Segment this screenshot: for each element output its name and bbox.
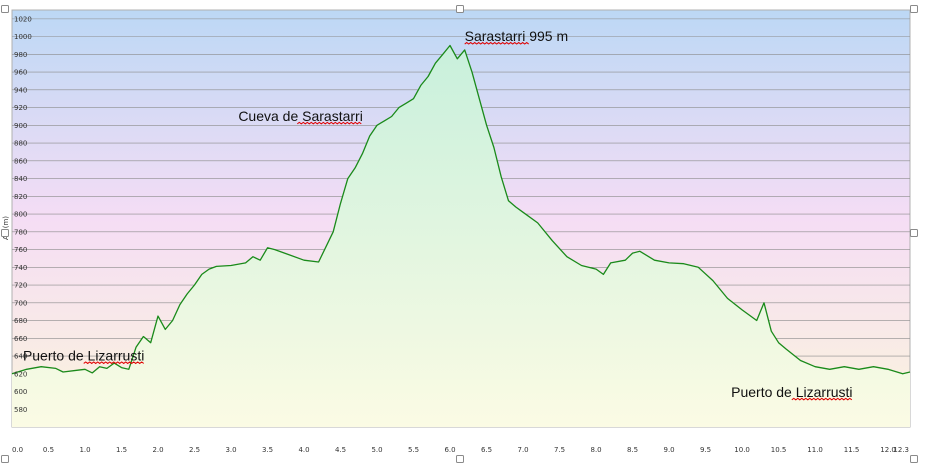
y-tick-label: 960 <box>14 69 27 77</box>
x-tick-label: 7.0 <box>517 446 528 454</box>
spellcheck-underline <box>297 121 362 125</box>
x-tick-label: 10.0 <box>734 446 750 454</box>
y-tick-labels: 580 600 620 640 660 680 700 720 740 760 780 800 820 8… <box>14 15 32 413</box>
annotation-label: Cueva de Sarastarri <box>238 108 363 124</box>
resize-handle[interactable] <box>1 229 9 237</box>
y-tick-label: 760 <box>14 246 27 254</box>
resize-handle[interactable] <box>1 455 9 463</box>
y-tick-label: 820 <box>14 193 27 201</box>
x-tick-label: 5.0 <box>371 446 382 454</box>
annotation-label: Puerto de Lizarrusti <box>23 347 144 363</box>
x-tick-label: 0.5 <box>43 446 54 454</box>
annotation-label: Sarastarri 995 m <box>465 28 568 44</box>
x-tick-label: 6.0 <box>444 446 455 454</box>
resize-handle[interactable] <box>910 455 918 463</box>
annotation-label: Puerto de Lizarrusti <box>731 384 852 400</box>
x-tick-label: 2.5 <box>189 446 200 454</box>
y-tick-label: 740 <box>14 264 27 272</box>
y-tick-label: 640 <box>14 353 27 361</box>
x-tick-label: 8.5 <box>627 446 638 454</box>
x-tick-label: 0.0 <box>12 446 23 454</box>
spellcheck-underline <box>791 397 853 401</box>
x-tick-label: 3.0 <box>225 446 236 454</box>
x-tick-label: 12.0 <box>880 446 896 454</box>
x-tick-label: 10.5 <box>771 446 787 454</box>
y-tick-label: 840 <box>14 175 27 183</box>
y-tick-label: 940 <box>14 86 27 94</box>
y-axis-label: Alt (m) <box>2 216 10 240</box>
x-tick-label: 1.5 <box>116 446 127 454</box>
y-tick-label: 880 <box>14 140 27 148</box>
x-tick-label: 4.0 <box>298 446 309 454</box>
x-tick-label: 4.5 <box>335 446 346 454</box>
elevation-line <box>11 44 911 375</box>
x-tick-label: 12.3 <box>893 446 909 454</box>
spellcheck-underline <box>83 361 144 365</box>
y-tick-label: 600 <box>14 388 27 396</box>
spellcheck-underline <box>464 41 529 45</box>
selection-handles[interactable] <box>1 5 918 463</box>
x-tick-label: 2.0 <box>152 446 163 454</box>
x-tick-label: 3.5 <box>262 446 273 454</box>
y-tick-label: 580 <box>14 406 27 414</box>
y-tick-label: 860 <box>14 157 27 165</box>
annotations: Sarastarri 995 m Cueva de Sarastarri Puert… <box>23 28 853 401</box>
x-tick-label: 7.5 <box>554 446 565 454</box>
resize-handle[interactable] <box>1 5 9 13</box>
resize-handle[interactable] <box>456 455 464 463</box>
y-tick-label: 920 <box>14 104 27 112</box>
y-tick-label: 980 <box>14 51 27 59</box>
y-tick-label: 720 <box>14 282 27 290</box>
y-tick-label: 1020 <box>14 15 32 23</box>
y-tick-label: 620 <box>14 370 27 378</box>
y-tick-label: 1000 <box>14 33 32 41</box>
x-tick-label: 8.0 <box>590 446 601 454</box>
x-tick-labels: 0.0 0.5 1.0 1.5 2.0 2.5 3.0 3.5 4.0 4.5 5.0 5.5 6.0 6… <box>12 446 909 454</box>
resize-handle[interactable] <box>456 5 464 13</box>
x-tick-label: 9.0 <box>664 446 675 454</box>
elevation-area <box>12 45 910 427</box>
y-tick-label: 900 <box>14 122 27 130</box>
x-tick-label: 5.5 <box>408 446 419 454</box>
y-tick-label: 800 <box>14 211 27 219</box>
x-tick-label: 6.5 <box>481 446 492 454</box>
x-tick-label: 1.0 <box>79 446 90 454</box>
resize-handle[interactable] <box>910 5 918 13</box>
y-tick-label: 660 <box>14 335 27 343</box>
resize-handle[interactable] <box>910 229 918 237</box>
x-tick-label: 9.5 <box>700 446 711 454</box>
y-tick-label: 680 <box>14 317 27 325</box>
y-tick-label: 700 <box>14 299 27 307</box>
x-tick-label: 11.0 <box>807 446 823 454</box>
x-tick-label: 11.5 <box>844 446 860 454</box>
y-tick-label: 780 <box>14 228 27 236</box>
